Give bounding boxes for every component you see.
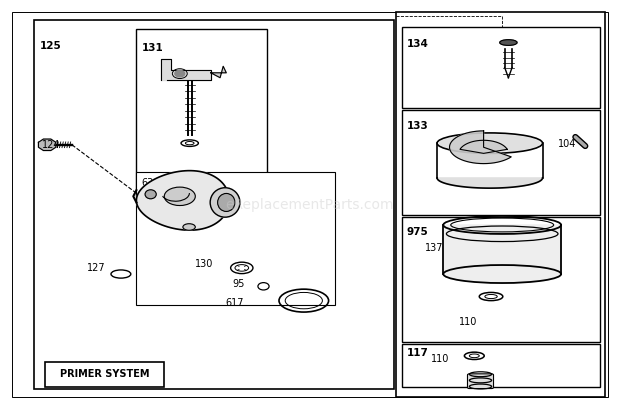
Polygon shape [450,131,511,164]
Text: 133: 133 [407,121,428,131]
Text: 634: 634 [141,178,160,188]
FancyBboxPatch shape [467,374,494,389]
Bar [396,12,604,397]
Text: 117: 117 [407,348,428,358]
Polygon shape [443,225,561,283]
Polygon shape [437,178,542,188]
Text: 130: 130 [195,259,214,269]
Polygon shape [161,59,211,80]
Polygon shape [460,140,507,153]
Ellipse shape [500,40,517,45]
Text: 137: 137 [425,243,443,253]
Ellipse shape [183,224,195,230]
Bar [402,344,600,387]
Text: 617: 617 [225,298,244,308]
Polygon shape [136,171,229,230]
Ellipse shape [145,190,156,199]
Bar [402,217,600,342]
Text: 110: 110 [459,317,477,327]
Ellipse shape [164,187,195,205]
Bar [136,172,335,305]
Polygon shape [211,66,226,78]
Text: 95: 95 [232,279,245,289]
Bar [45,362,164,387]
Circle shape [175,70,185,77]
Bar [402,110,600,215]
Text: 104: 104 [558,139,577,149]
Text: 125: 125 [40,41,62,51]
Bar [136,29,267,196]
Text: eReplacementParts.com: eReplacementParts.com [226,198,394,211]
Text: 110: 110 [431,354,450,364]
Bar [34,20,394,389]
Text: 124: 124 [42,140,61,150]
Text: 131: 131 [141,43,163,53]
Text: PRIMER SYSTEM: PRIMER SYSTEM [60,369,149,379]
Ellipse shape [439,134,541,152]
Ellipse shape [210,188,240,217]
Text: 975: 975 [407,227,428,237]
Ellipse shape [218,193,235,211]
Bar [402,27,600,108]
Text: 134: 134 [407,39,428,49]
Text: 127: 127 [87,263,105,273]
Polygon shape [38,139,56,151]
